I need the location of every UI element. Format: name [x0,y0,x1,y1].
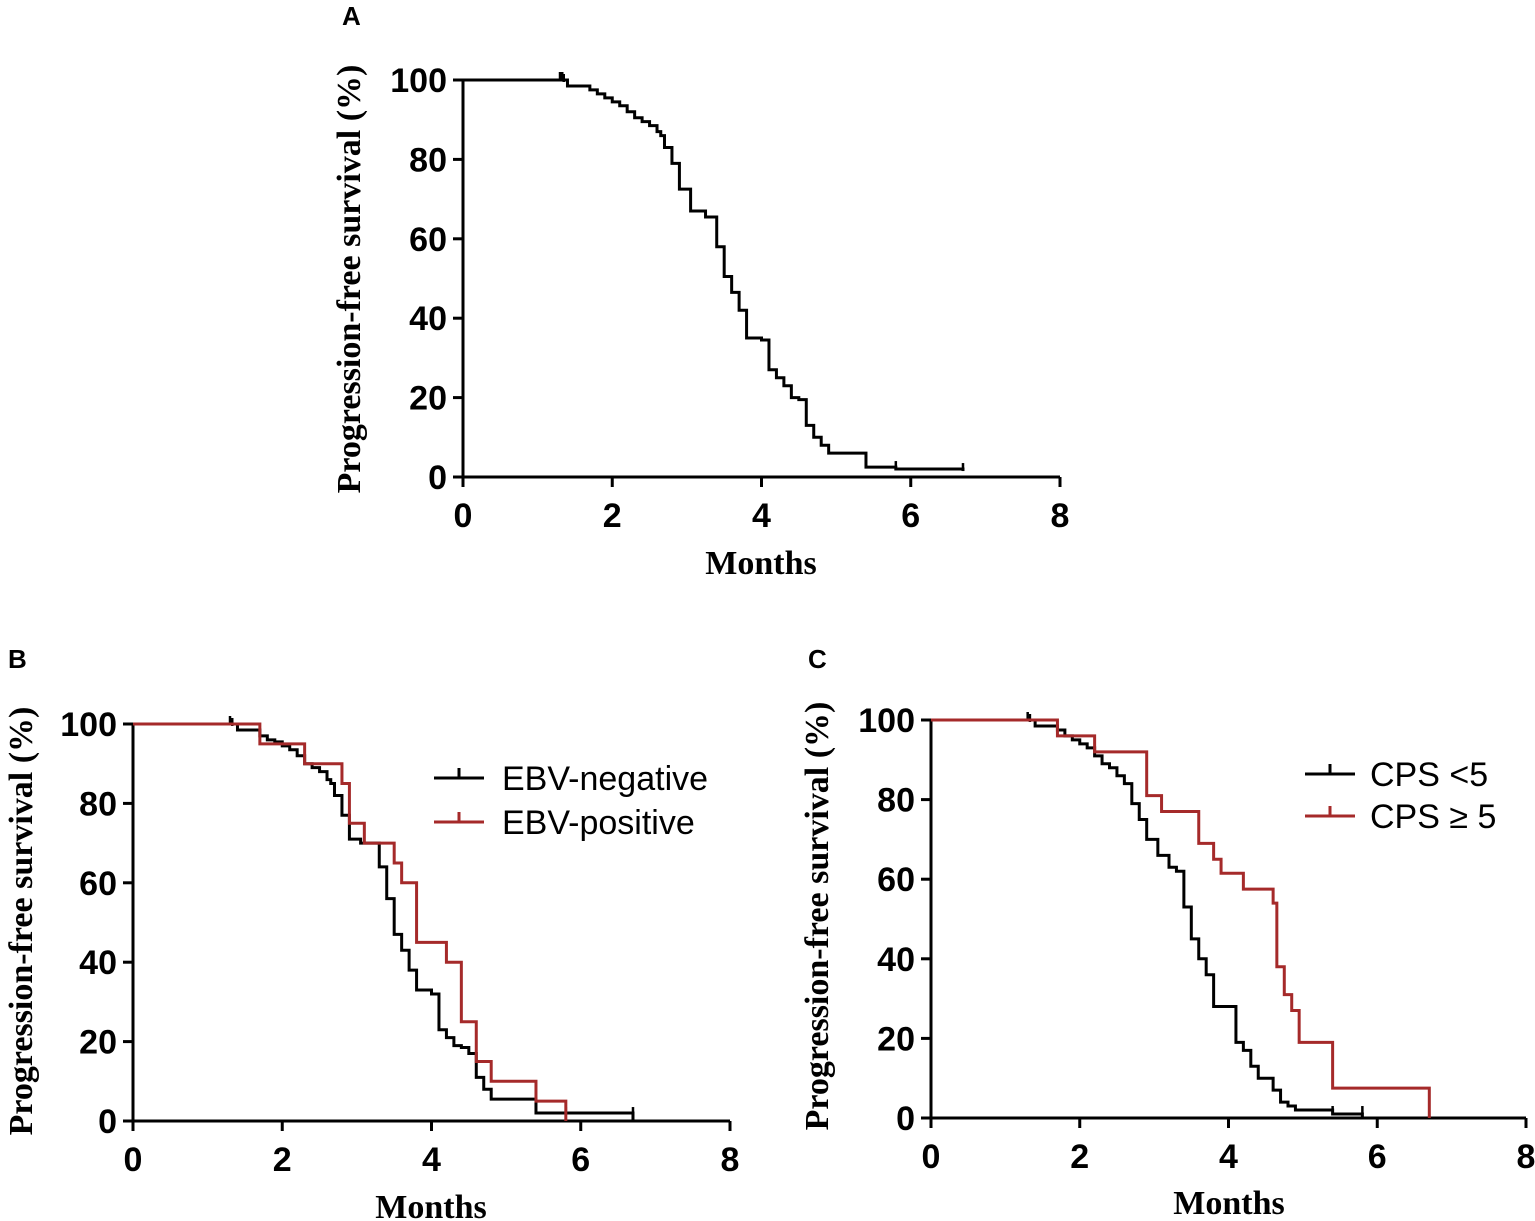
x-axis-label-b: Months [375,1189,486,1221]
panel-a: A Progression-free survival (%) Months 0… [331,1,1069,582]
x-tick-label-c: 0 [922,1138,941,1176]
x-tick-label-c: 8 [1517,1138,1535,1176]
panel-label-b: B [8,644,27,674]
y-tick-label-a: 0 [428,459,447,497]
x-tick-label-b: 0 [124,1141,143,1179]
x-tick-label-c: 4 [1219,1138,1238,1176]
x-tick-label-b: 2 [273,1141,292,1179]
y-tick-label-c: 40 [877,941,915,979]
panel-c: C Progression-free survival (%) Months 0… [799,644,1535,1221]
y-tick-label-b: 40 [79,944,117,982]
legend-label-ebv-negative: EBV-negative [502,760,708,798]
y-tick-label-b: 100 [60,706,117,744]
panel-label-c: C [808,644,827,674]
series-layer-a [463,72,965,472]
series-layer-b [133,716,635,1121]
y-tick-label-a: 100 [390,62,447,100]
x-tick-label-c: 6 [1368,1138,1387,1176]
y-tick-label-a: 40 [409,300,447,338]
y-tick-label-c: 20 [877,1020,915,1058]
axes-a: 0 20 40 60 80 100 0 2 4 6 8 [390,62,1069,535]
x-tick-label-a: 0 [454,497,473,535]
legend-swatch-ebv-negative [434,768,484,780]
x-tick-label-a: 2 [603,497,622,535]
x-tick-label-b: 6 [571,1141,590,1179]
panel-b: B Progression-free survival (%) Months 0… [3,644,739,1221]
x-tick-label-b: 8 [721,1141,740,1179]
x-axis-label-a: Months [705,545,816,582]
legend-label-cps-lt5: CPS <5 [1370,756,1488,794]
legend-label-ebv-positive: EBV-positive [502,804,695,842]
axes-b: 0 20 40 60 80 100 0 2 4 6 8 [60,706,739,1179]
axes-c: 0 20 40 60 80 100 0 2 4 6 8 [858,702,1535,1176]
km-curve-ebv-positive [133,722,568,1121]
x-tick-label-c: 2 [1070,1138,1089,1176]
legend-b: EBV-negative EBV-positive [434,760,708,842]
y-tick-label-b: 60 [79,865,117,903]
y-tick-label-c: 0 [896,1100,915,1138]
y-tick-label-a: 20 [409,380,447,418]
y-tick-label-c: 60 [877,861,915,899]
km-curve-cps-5 [931,718,1431,1118]
legend-swatch-cps-ge5 [1305,806,1355,818]
legend-label-cps-ge5: CPS ≥ 5 [1370,798,1496,836]
legend-c: CPS <5 CPS ≥ 5 [1305,756,1496,836]
x-tick-label-b: 4 [422,1141,441,1179]
y-axis-label-a: Progression-free survival (%) [331,65,368,494]
y-axis-label-b: Progression-free survival (%) [3,707,40,1136]
legend-swatch-cps-lt5 [1305,764,1355,776]
y-tick-label-c: 100 [858,702,915,740]
panel-label-a: A [342,1,361,31]
x-tick-label-a: 8 [1051,497,1070,535]
y-tick-label-a: 60 [409,221,447,259]
legend-swatch-ebv-positive [434,812,484,824]
y-tick-label-b: 0 [98,1103,117,1141]
x-tick-label-a: 4 [752,497,771,535]
y-tick-label-b: 80 [79,785,117,823]
y-tick-label-c: 80 [877,782,915,820]
y-tick-label-a: 80 [409,141,447,179]
y-tick-label-b: 20 [79,1024,117,1062]
km-curve-cps-5 [931,718,1364,1118]
x-tick-label-a: 6 [901,497,920,535]
y-axis-label-c: Progression-free survival (%) [799,702,836,1131]
series-layer-c [931,712,1431,1118]
km-curve-all-patients [463,78,965,472]
x-axis-label-c: Months [1173,1185,1284,1221]
